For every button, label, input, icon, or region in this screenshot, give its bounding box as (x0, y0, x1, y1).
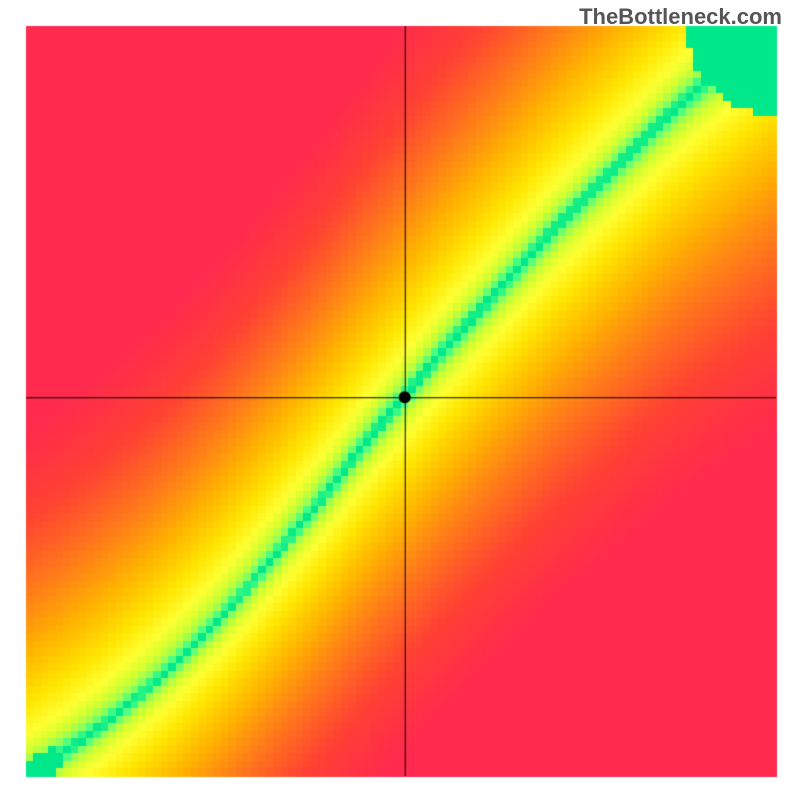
watermark-label: TheBottleneck.com (579, 4, 782, 30)
bottleneck-heatmap (0, 0, 800, 800)
